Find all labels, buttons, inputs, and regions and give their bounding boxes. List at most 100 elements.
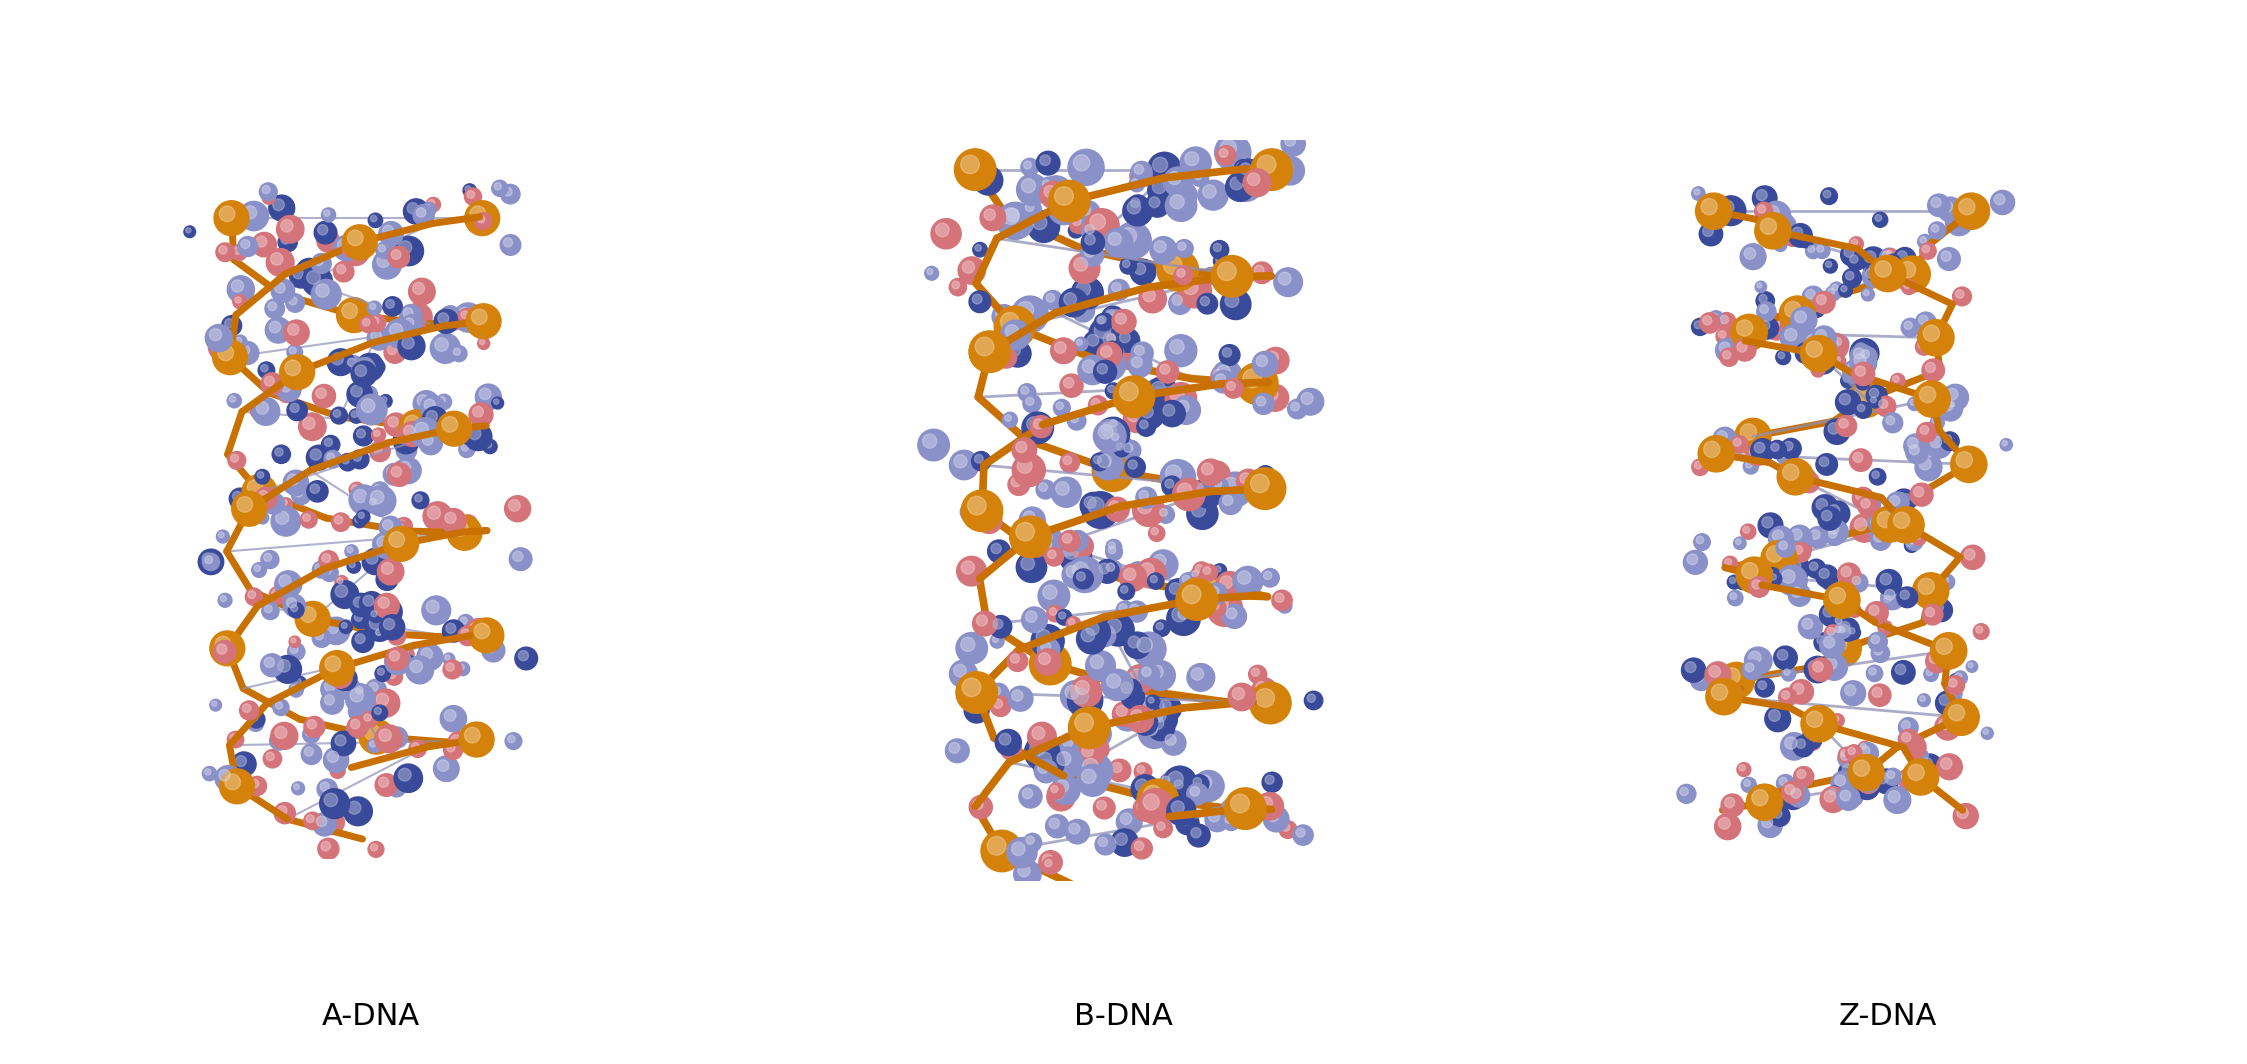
Circle shape	[366, 486, 395, 516]
Circle shape	[1775, 240, 1782, 246]
Circle shape	[1166, 602, 1200, 635]
Circle shape	[389, 651, 400, 661]
Circle shape	[281, 386, 290, 395]
Circle shape	[1061, 375, 1083, 397]
Circle shape	[1854, 518, 1867, 531]
Circle shape	[229, 734, 238, 742]
Circle shape	[1885, 416, 1894, 425]
Circle shape	[231, 280, 243, 293]
Circle shape	[458, 615, 474, 630]
Circle shape	[1890, 496, 1899, 505]
Circle shape	[1818, 636, 1825, 645]
Circle shape	[1027, 836, 1034, 844]
Circle shape	[1834, 356, 1840, 363]
Circle shape	[384, 464, 404, 485]
Circle shape	[1849, 345, 1874, 368]
Circle shape	[1067, 683, 1103, 718]
Circle shape	[964, 698, 989, 724]
Circle shape	[391, 250, 400, 260]
Circle shape	[324, 793, 337, 807]
Circle shape	[1070, 226, 1076, 232]
Circle shape	[1852, 363, 1874, 385]
Circle shape	[425, 653, 438, 667]
Circle shape	[1045, 547, 1063, 566]
Circle shape	[355, 510, 371, 523]
Circle shape	[1766, 205, 1780, 218]
Circle shape	[1757, 302, 1775, 321]
Circle shape	[995, 730, 1022, 755]
Circle shape	[1948, 679, 1957, 687]
Circle shape	[973, 799, 984, 810]
Circle shape	[292, 409, 299, 414]
Circle shape	[1775, 538, 1795, 558]
Circle shape	[1038, 763, 1049, 774]
Circle shape	[249, 400, 270, 420]
Circle shape	[1168, 292, 1191, 314]
Circle shape	[1211, 596, 1229, 612]
Circle shape	[1735, 573, 1750, 589]
Circle shape	[391, 630, 398, 637]
Circle shape	[1097, 800, 1106, 810]
Circle shape	[1719, 663, 1755, 699]
Circle shape	[247, 480, 263, 496]
Circle shape	[1847, 746, 1865, 765]
Circle shape	[276, 216, 303, 243]
Circle shape	[339, 453, 357, 471]
Circle shape	[1696, 536, 1703, 544]
Circle shape	[1861, 288, 1874, 301]
Circle shape	[1908, 535, 1917, 544]
Circle shape	[1150, 798, 1162, 810]
Circle shape	[267, 302, 276, 311]
Circle shape	[1175, 186, 1186, 198]
Circle shape	[348, 409, 364, 423]
Circle shape	[1025, 397, 1034, 405]
Circle shape	[445, 512, 456, 523]
Circle shape	[1139, 420, 1148, 429]
Circle shape	[371, 491, 384, 504]
Circle shape	[272, 722, 299, 749]
Circle shape	[1874, 261, 1892, 277]
Circle shape	[427, 198, 440, 212]
Circle shape	[1757, 681, 1766, 689]
Circle shape	[465, 728, 481, 743]
Circle shape	[1067, 531, 1088, 551]
Circle shape	[1930, 225, 1939, 232]
Circle shape	[1011, 453, 1045, 486]
Circle shape	[1894, 664, 1905, 675]
Circle shape	[1899, 262, 1917, 278]
Circle shape	[1297, 388, 1323, 415]
Circle shape	[1135, 165, 1144, 174]
Circle shape	[470, 622, 481, 635]
Circle shape	[993, 699, 1002, 709]
Circle shape	[413, 204, 434, 226]
Circle shape	[265, 752, 274, 761]
Circle shape	[276, 805, 288, 815]
Circle shape	[1773, 646, 1798, 669]
Circle shape	[335, 516, 344, 523]
Circle shape	[1040, 176, 1072, 209]
Circle shape	[1022, 200, 1043, 219]
Circle shape	[1054, 186, 1074, 205]
Circle shape	[263, 553, 272, 562]
Circle shape	[1807, 733, 1813, 739]
Circle shape	[1222, 478, 1238, 493]
Circle shape	[1252, 149, 1292, 190]
Circle shape	[957, 556, 986, 586]
Circle shape	[1186, 783, 1209, 804]
Circle shape	[1807, 711, 1822, 728]
Circle shape	[1256, 688, 1274, 708]
Circle shape	[1939, 695, 1950, 705]
Circle shape	[1854, 775, 1878, 799]
Circle shape	[1117, 443, 1124, 450]
Circle shape	[962, 155, 980, 173]
Circle shape	[371, 689, 400, 717]
Circle shape	[1874, 509, 1899, 533]
Circle shape	[1854, 760, 1870, 777]
Circle shape	[351, 719, 360, 729]
Circle shape	[324, 567, 330, 575]
Circle shape	[353, 515, 366, 528]
Circle shape	[443, 660, 463, 679]
Circle shape	[1845, 684, 1856, 696]
Circle shape	[1025, 735, 1061, 770]
Circle shape	[342, 238, 366, 264]
